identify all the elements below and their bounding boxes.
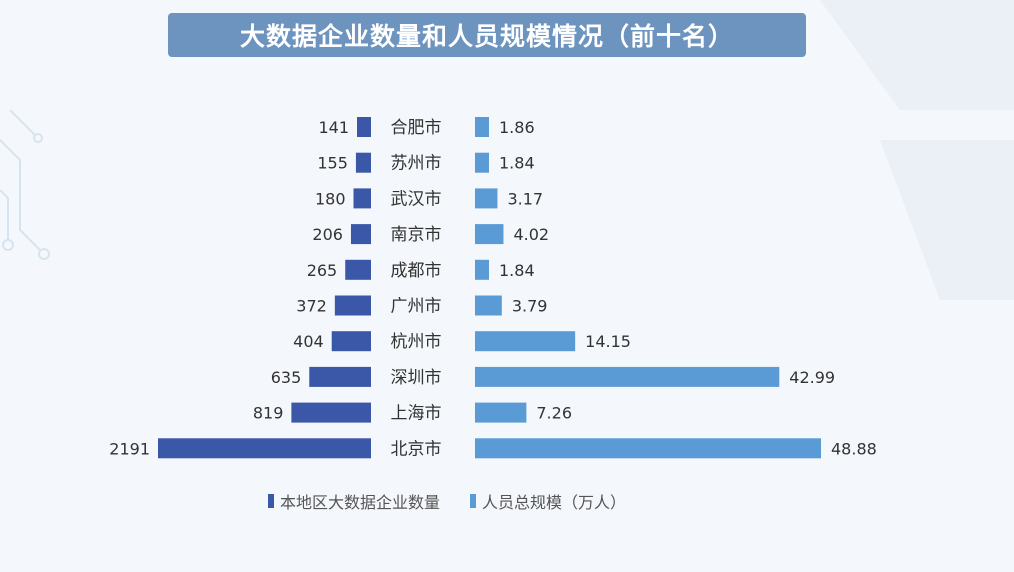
- chart-title-bar: 大数据企业数量和人员规模情况（前十名）: [168, 13, 806, 57]
- personnel-value-label: 1.84: [499, 154, 535, 173]
- chart-legend: 本地区大数据企业数量 人员总规模（万人）: [268, 489, 656, 513]
- personnel-value-label: 1.84: [499, 261, 535, 280]
- enterprise-value-label: 206: [312, 225, 343, 244]
- category-label: 成都市: [391, 261, 442, 281]
- personnel-value-label: 3.17: [507, 189, 543, 208]
- enterprise-value-label: 635: [271, 368, 302, 387]
- category-label: 南京市: [391, 225, 442, 245]
- enterprise-value-label: 155: [317, 154, 348, 173]
- category-label: 杭州市: [391, 332, 442, 352]
- personnel-value-label: 7.26: [536, 404, 572, 423]
- chart-title: 大数据企业数量和人员规模情况（前十名）: [239, 22, 734, 51]
- legend-item-enterprise: 本地区大数据企业数量: [268, 489, 440, 513]
- enterprise-value-label: 2191: [109, 439, 150, 458]
- personnel-bar: [475, 438, 821, 459]
- personnel-value-label: 1.86: [499, 118, 535, 137]
- personnel-bar: [475, 402, 527, 423]
- enterprise-bar: [345, 259, 371, 280]
- personnel-value-label: 3.79: [512, 297, 548, 316]
- enterprise-value-label: 372: [296, 297, 327, 316]
- enterprise-bar: [331, 331, 371, 352]
- category-label: 苏州市: [391, 154, 442, 174]
- category-label: 合肥市: [391, 118, 442, 138]
- personnel-value-label: 14.15: [585, 332, 631, 351]
- enterprise-bar: [334, 295, 371, 316]
- personnel-value-label: 4.02: [513, 225, 549, 244]
- enterprise-bar: [357, 117, 371, 137]
- enterprise-value-label: 819: [253, 404, 284, 423]
- personnel-bar: [475, 259, 489, 280]
- legend-label-personnel: 人员总规模（万人）: [482, 493, 627, 512]
- enterprise-bar: [355, 152, 371, 173]
- enterprise-value-label: 180: [315, 189, 346, 208]
- personnel-bar: [475, 117, 489, 137]
- legend-label-enterprise: 本地区大数据企业数量: [280, 493, 441, 512]
- category-label: 北京市: [391, 439, 442, 459]
- legend-swatch-personnel: [470, 494, 477, 508]
- category-label: 广州市: [391, 297, 442, 317]
- personnel-bar: [475, 366, 780, 387]
- enterprise-bar: [309, 366, 371, 387]
- personnel-bar: [475, 331, 576, 352]
- enterprise-bar: [291, 402, 371, 423]
- personnel-bar: [475, 224, 504, 245]
- personnel-bar: [475, 152, 489, 173]
- personnel-value-label: 48.88: [831, 439, 877, 458]
- personnel-bar: [475, 295, 502, 316]
- enterprise-value-label: 141: [318, 118, 349, 137]
- enterprise-value-label: 265: [307, 261, 338, 280]
- category-label: 武汉市: [391, 189, 442, 209]
- category-label: 上海市: [391, 404, 442, 424]
- legend-item-personnel: 人员总规模（万人）: [470, 489, 626, 513]
- enterprise-bar: [350, 224, 371, 245]
- personnel-value-label: 42.99: [789, 368, 835, 387]
- category-label: 深圳市: [391, 368, 442, 388]
- personnel-bar: [475, 188, 498, 209]
- enterprise-value-label: 404: [293, 332, 324, 351]
- enterprise-bar: [353, 188, 371, 209]
- enterprise-bar: [158, 438, 371, 459]
- legend-swatch-enterprise: [268, 494, 274, 508]
